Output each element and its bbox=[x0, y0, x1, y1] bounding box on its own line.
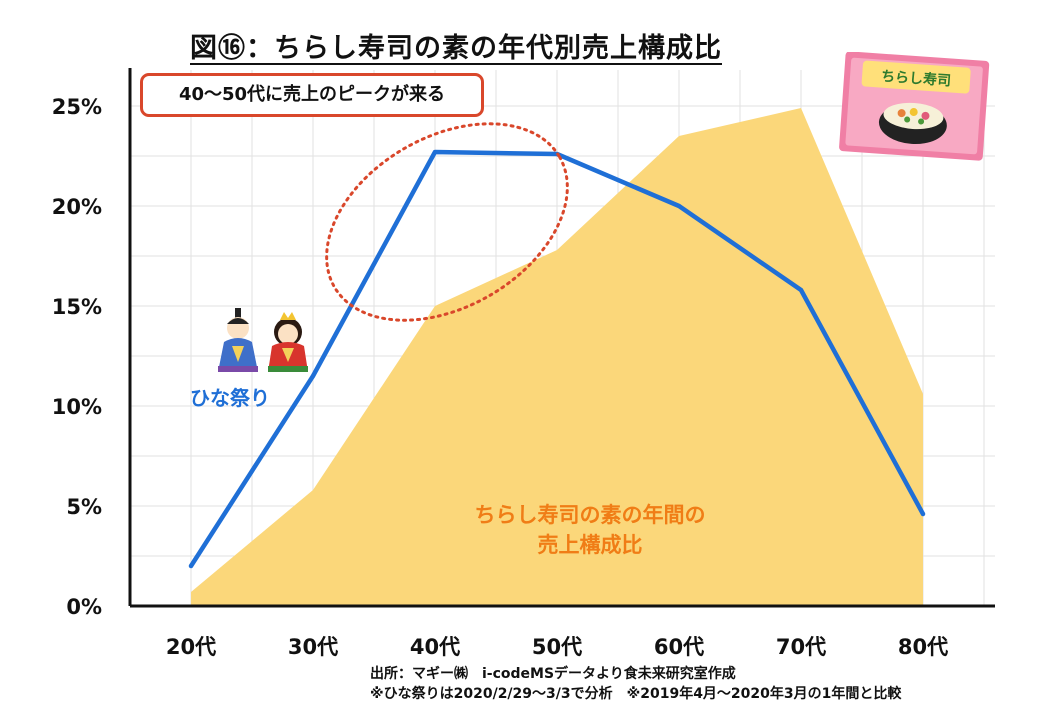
package-label: ちらし寿司 bbox=[881, 68, 952, 90]
source-note: 出所：マギー㈱ i-codeMSデータより食未来研究室作成 ※ひな祭りは2020… bbox=[370, 664, 901, 704]
x-tick-label: 30代 bbox=[288, 635, 338, 659]
peak-callout: 40〜50代に売上のピークが来る bbox=[140, 73, 484, 117]
y-tick-label: 5% bbox=[66, 495, 102, 519]
hinamatsuri-point-60代 bbox=[677, 204, 681, 208]
annual-series-label-line2: 売上構成比 bbox=[537, 533, 643, 557]
hina-dolls-icon bbox=[218, 308, 308, 372]
chart-title: 図⑯：ちらし寿司の素の年代別売上構成比 bbox=[190, 33, 722, 64]
axes bbox=[128, 68, 995, 608]
y-tick-label: 0% bbox=[66, 595, 102, 619]
highlight-ellipse bbox=[325, 122, 569, 322]
hinamatsuri-series-label: ひな祭り bbox=[190, 386, 270, 410]
annual-share-area bbox=[191, 108, 923, 606]
y-tick-label: 15% bbox=[52, 295, 102, 319]
source-line-2: ※ひな祭りは2020/2/29〜3/3で分析 ※2019年4月〜2020年3月の… bbox=[370, 686, 902, 702]
hinamatsuri-point-20代 bbox=[189, 564, 193, 568]
tick-labels: 0% 5% 10% 15% 20% 25% 20代 30代 40代 50代 60代 70代 80代 bbox=[52, 95, 948, 659]
area-series bbox=[190, 107, 924, 606]
x-tick-label: 60代 bbox=[654, 635, 704, 659]
y-tick-label: 10% bbox=[52, 395, 102, 419]
x-tick-label: 80代 bbox=[898, 635, 948, 659]
y-tick-label: 20% bbox=[52, 195, 102, 219]
x-tick-label: 40代 bbox=[410, 635, 460, 659]
x-tick-label: 20代 bbox=[166, 635, 216, 659]
source-line-1: 出所：マギー㈱ i-codeMSデータより食未来研究室作成 bbox=[370, 666, 736, 682]
hinamatsuri-point-80代 bbox=[921, 512, 925, 516]
x-tick-label: 50代 bbox=[532, 635, 582, 659]
hinamatsuri-point-30代 bbox=[311, 374, 315, 378]
chirashi-package-icon: ちらし寿司 bbox=[839, 52, 990, 161]
annual-series-label: ちらし寿司の素の年間の 売上構成比 bbox=[430, 500, 750, 560]
y-tick-label: 25% bbox=[52, 95, 102, 119]
hinamatsuri-point-70代 bbox=[799, 288, 803, 292]
x-tick-label: 70代 bbox=[776, 635, 826, 659]
hinamatsuri-point-40代 bbox=[433, 150, 437, 154]
annual-series-label-line1: ちらし寿司の素の年間の bbox=[474, 503, 706, 527]
